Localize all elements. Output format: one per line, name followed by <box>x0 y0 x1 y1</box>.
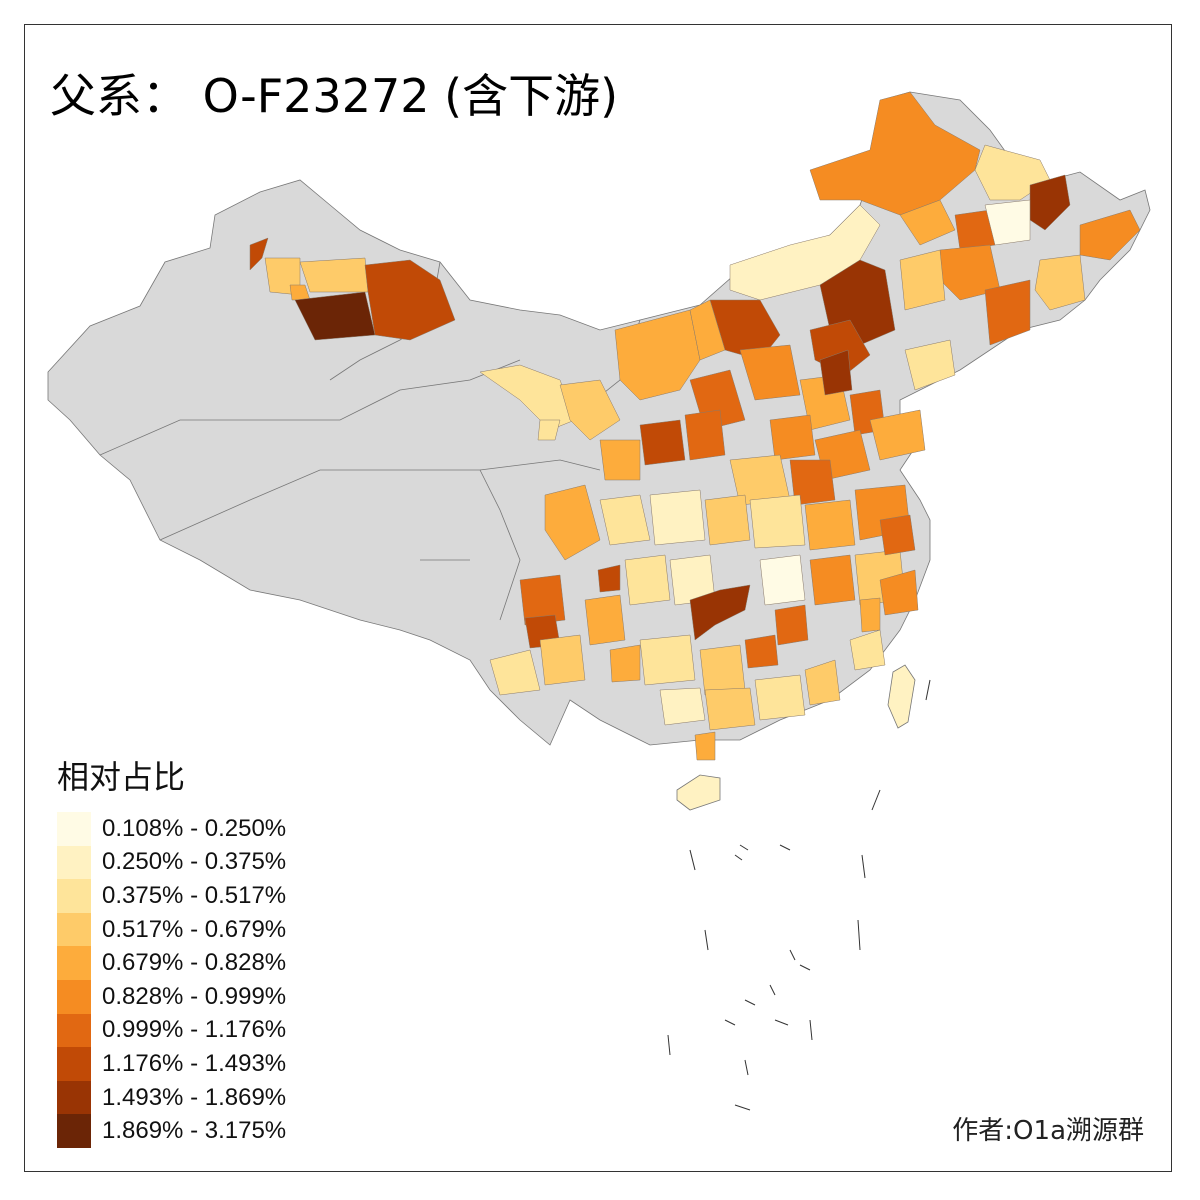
region-shape <box>789 459 836 506</box>
legend-item: 1.493% - 1.869% <box>57 1080 287 1115</box>
region-shape <box>809 91 981 216</box>
legend-label: 1.869% - 3.175% <box>102 1117 287 1145</box>
region-shape <box>689 299 726 361</box>
region-shape <box>599 494 651 546</box>
legend-item: 0.828% - 0.999% <box>57 979 287 1014</box>
region-shape <box>519 574 566 626</box>
legend-swatch <box>57 1114 91 1148</box>
author-credit: 作者:O1a溯源群 <box>952 1116 1144 1146</box>
region-shape <box>624 554 671 606</box>
legend-item: 1.869% - 3.175% <box>57 1114 286 1148</box>
region-shape <box>859 597 881 633</box>
legend-swatch <box>57 812 91 846</box>
legend-label: 0.108% - 0.250% <box>102 814 287 842</box>
legend-label: 0.250% - 0.375% <box>102 848 287 876</box>
legend-swatch <box>57 912 91 947</box>
legend-swatch <box>57 979 91 1014</box>
region-shape <box>879 569 919 616</box>
region-shape <box>984 199 1031 246</box>
region-shape <box>804 499 856 551</box>
legend-item: 0.999% - 1.176% <box>57 1013 287 1048</box>
region-shape <box>249 237 269 271</box>
region-shape <box>1034 254 1086 311</box>
region-shape <box>544 484 601 561</box>
region-shape <box>899 249 946 311</box>
legend-item: 0.679% - 0.828% <box>57 946 286 980</box>
region-shape <box>819 349 853 396</box>
region-shape <box>749 494 806 549</box>
region-shape <box>904 339 956 391</box>
region-shape <box>694 731 716 761</box>
legend-swatch <box>57 845 91 880</box>
region-shape <box>609 644 641 683</box>
legend-item: 0.250% - 0.375% <box>57 845 287 880</box>
region-shape <box>689 584 751 641</box>
region-shape <box>659 687 706 726</box>
legend-swatch <box>57 1080 91 1115</box>
legend-label: 0.375% - 0.517% <box>102 881 287 909</box>
region-shape <box>684 409 726 461</box>
region-shape <box>774 604 809 646</box>
legend-label: 0.679% - 0.828% <box>102 949 287 977</box>
legend-swatch <box>57 1013 91 1048</box>
region-shape <box>699 644 746 696</box>
legend-swatch <box>57 879 91 913</box>
legend-title: 相对占比 <box>57 758 186 796</box>
south-sea-islands <box>667 679 931 1111</box>
legend-item: 0.108% - 0.250% <box>57 812 286 846</box>
region-shape <box>539 634 586 686</box>
region-shape <box>584 594 626 646</box>
region-shape <box>537 419 561 441</box>
legend-label: 1.493% - 1.869% <box>102 1083 287 1111</box>
region-shape <box>704 494 751 546</box>
legend-item: 0.517% - 0.679% <box>57 912 287 947</box>
legend-item: 1.176% - 1.493% <box>57 1047 286 1081</box>
region-shape <box>729 204 881 301</box>
legend-swatch <box>57 946 91 980</box>
legend-label: 0.517% - 0.679% <box>102 915 287 943</box>
map-title: 父系： O-F23272 (含下游) <box>50 69 619 123</box>
region-shape <box>597 564 621 593</box>
region-shape <box>984 279 1031 346</box>
region-shape <box>769 414 816 461</box>
region-shape <box>754 674 806 721</box>
country-base <box>47 91 1151 811</box>
region-shape <box>639 419 686 466</box>
legend-label: 0.999% - 1.176% <box>102 1016 287 1044</box>
region-shape <box>704 687 756 731</box>
legend-rows: 0.108% - 0.250% 0.250% - 0.375% 0.375% -… <box>57 812 286 1148</box>
region-shape <box>744 634 779 669</box>
region-shape <box>489 649 541 696</box>
legend-label: 0.828% - 0.999% <box>102 982 287 1010</box>
legend-item: 0.375% - 0.517% <box>57 879 286 913</box>
region-shape <box>639 634 696 686</box>
region-shape <box>739 344 801 401</box>
region-shape <box>849 629 886 671</box>
region-shape <box>869 409 926 461</box>
region-polygons <box>249 91 1141 761</box>
region-shape <box>759 554 806 606</box>
region-shape <box>299 257 369 293</box>
region-shape <box>364 259 456 341</box>
region-shape <box>649 489 706 546</box>
region-shape <box>559 379 621 441</box>
legend-label: 1.176% - 1.493% <box>102 1049 287 1077</box>
legend-swatch <box>57 1047 91 1081</box>
region-shape <box>899 199 956 246</box>
region-shape <box>1079 209 1141 261</box>
legend: 相对占比 0.108% - 0.250% 0.250% - 0.375% 0.3… <box>57 752 286 1148</box>
region-shape <box>599 439 641 481</box>
region-shape <box>879 514 916 556</box>
region-shape <box>809 554 856 606</box>
region-shape <box>804 659 841 706</box>
